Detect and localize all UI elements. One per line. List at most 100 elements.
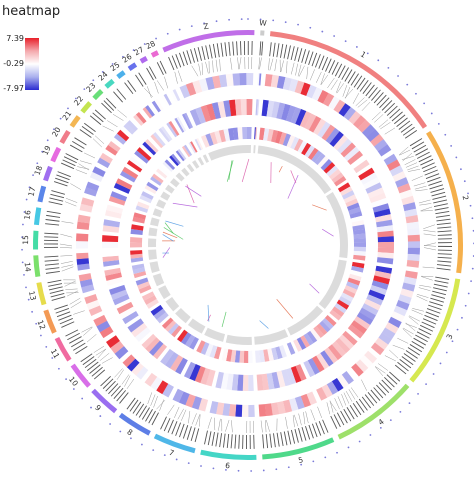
scale-tick — [464, 304, 467, 307]
gene-label — [108, 383, 119, 395]
gene-label — [60, 162, 75, 170]
gene-label — [325, 58, 332, 72]
gene-label — [74, 137, 87, 146]
gene-label — [436, 264, 451, 267]
heatmap-cell — [153, 308, 166, 320]
gene-connector — [199, 414, 201, 427]
heatmap-cell — [406, 221, 420, 230]
gene-connector — [419, 203, 432, 206]
heatmap-cell — [182, 113, 192, 130]
heatmap-cell — [214, 130, 222, 144]
heatmap-cell — [131, 322, 148, 338]
gene-label — [334, 63, 343, 77]
gene-connector — [150, 394, 156, 406]
gene-label — [432, 290, 446, 296]
heatmap-cell — [212, 75, 222, 89]
gene-label — [84, 122, 96, 132]
heatmap-cell — [334, 303, 347, 314]
gene-connector — [259, 57, 262, 70]
link — [164, 222, 174, 234]
gene-connector — [316, 71, 322, 83]
segment-band — [152, 273, 165, 287]
gene-connector — [423, 245, 437, 247]
gene-label — [207, 431, 212, 446]
link — [287, 175, 299, 199]
heatmap-cell — [88, 305, 103, 316]
gene-label — [349, 405, 358, 418]
heatmap-cell — [353, 233, 366, 239]
gene-connector — [419, 285, 432, 288]
heatmap-cell — [374, 337, 389, 350]
gene-connector — [159, 399, 165, 411]
heatmap-cell — [347, 277, 361, 286]
segment-band — [175, 307, 191, 324]
gene-label — [402, 126, 415, 136]
heatmap-cell — [248, 404, 255, 417]
gene-connector — [121, 374, 130, 385]
heatmap-cell — [205, 133, 214, 147]
heatmap-cell — [220, 372, 229, 390]
gene-label — [424, 169, 438, 176]
scale-tick — [109, 423, 112, 425]
scale-tick — [387, 66, 390, 69]
heatmap-cell — [331, 306, 345, 318]
scale-tick — [51, 357, 54, 359]
gene-connector — [420, 206, 433, 212]
gene-label — [81, 126, 94, 135]
gene-connector — [334, 398, 340, 410]
gene-connector — [423, 233, 436, 236]
heatmap-cell — [133, 114, 144, 126]
chromosome-label: 26 — [121, 52, 134, 65]
heatmap-cell — [169, 354, 184, 372]
heatmap-cell — [296, 337, 307, 350]
gene-connector — [97, 348, 107, 359]
scale-tick — [312, 460, 315, 463]
heatmap-cell — [134, 327, 151, 342]
gene-label — [197, 47, 202, 61]
gene-connector — [61, 266, 74, 272]
chromosome-label: 27 — [133, 45, 146, 58]
heatmap-cell — [136, 201, 150, 210]
gene-connector — [350, 387, 359, 398]
heatmap-cell — [248, 350, 253, 363]
gene-connector — [73, 310, 85, 315]
gene-label — [105, 380, 116, 392]
gene-connector — [404, 159, 416, 166]
gene-connector — [94, 135, 105, 144]
heatmap-cell — [237, 127, 243, 140]
gene-label — [182, 51, 189, 66]
gene-label — [436, 267, 451, 271]
gene-label — [343, 408, 352, 422]
gene-label — [49, 289, 64, 294]
gene-label — [436, 222, 451, 225]
gene-connector — [83, 327, 93, 336]
heatmap-cell — [248, 374, 254, 391]
gene-connector — [408, 316, 419, 325]
heatmap-cell — [254, 127, 257, 140]
heatmap-cell — [222, 403, 231, 416]
gene-connector — [397, 337, 409, 344]
heatmap-cell — [314, 153, 326, 166]
scale-tick — [425, 383, 427, 386]
chromosome-band — [104, 78, 115, 89]
heatmap-cell — [179, 84, 191, 99]
chromosome-label: 5 — [297, 455, 304, 465]
heatmap-cell — [282, 133, 292, 147]
heatmap-cell — [340, 142, 356, 158]
heatmap-cell — [89, 171, 104, 183]
chromosome-band — [37, 185, 47, 203]
heatmap-cell — [366, 129, 380, 142]
heatmap-cell — [316, 323, 328, 336]
heatmap-cell — [348, 273, 362, 282]
gene-label — [435, 276, 450, 280]
gene-label — [336, 412, 345, 426]
scale-tick — [81, 397, 84, 400]
gene-connector — [258, 57, 261, 70]
gene-label — [171, 421, 178, 435]
segment-band — [318, 259, 347, 309]
gene-label — [129, 399, 139, 412]
heatmap-cell — [321, 384, 333, 398]
heatmap-cell — [297, 140, 308, 154]
gene-label — [44, 232, 59, 235]
gene-connector — [416, 295, 428, 302]
